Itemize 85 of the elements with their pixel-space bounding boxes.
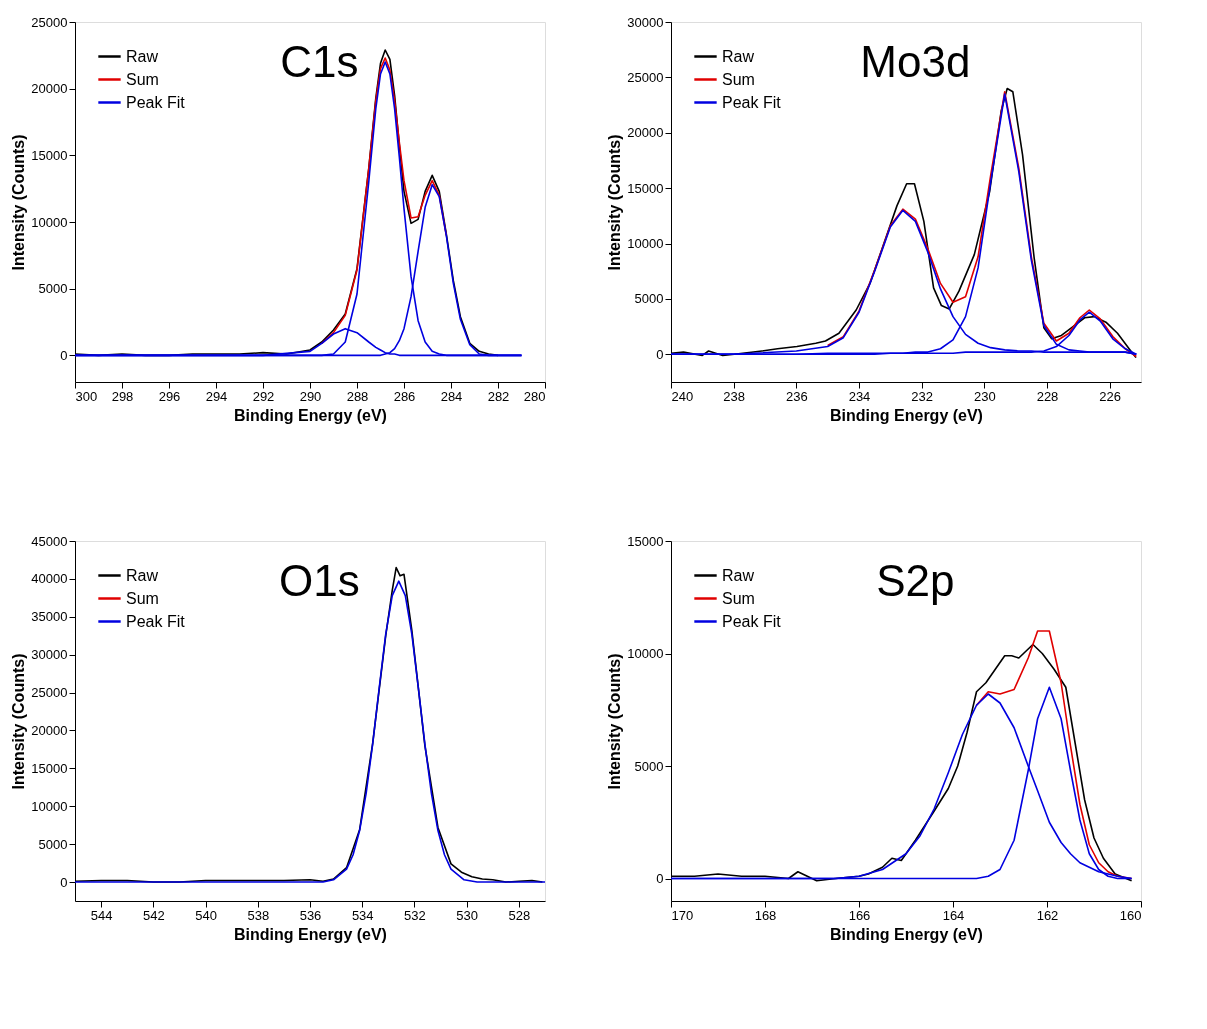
y-tick-label: 5000: [634, 758, 664, 774]
x-tick-label: 168: [754, 907, 777, 923]
x-tick-label: 530: [456, 907, 479, 923]
y-tick-label: 25000: [31, 14, 68, 30]
x-tick-label: 528: [508, 907, 531, 923]
chart-title: Mo3d: [860, 37, 971, 86]
legend-label: Sum: [722, 589, 755, 607]
y-tick-label: 5000: [634, 291, 664, 307]
x-tick-label: 532: [404, 907, 426, 923]
x-tick-label: 540: [195, 907, 217, 923]
x-axis-title: Binding Energy (eV): [234, 925, 387, 943]
x-tick-label: 292: [252, 388, 275, 404]
x-tick-label: 538: [247, 907, 270, 923]
y-axis-title: Intensity (Counts): [606, 653, 624, 790]
x-tick-label: 162: [1036, 907, 1059, 923]
x-tick-label: 284: [440, 388, 463, 404]
x-tick-label: 226: [1099, 388, 1122, 404]
y-tick-label: 25000: [31, 685, 68, 701]
x-tick-label: 228: [1036, 388, 1059, 404]
x-tick-label: 166: [848, 907, 871, 923]
y-tick-label: 15000: [31, 147, 68, 163]
y-tick-label: 15000: [627, 180, 664, 196]
x-tick-label: 232: [911, 388, 934, 404]
x-tick-label: 170: [671, 907, 694, 923]
legend-label: Sum: [722, 70, 755, 88]
x-axis-title: Binding Energy (eV): [830, 406, 983, 424]
x-tick-label: 240: [671, 388, 694, 404]
x-tick-label: 296: [158, 388, 181, 404]
y-tick-label: 20000: [31, 722, 68, 738]
legend-label: Peak Fit: [722, 612, 782, 630]
x-tick-label: 160: [1119, 907, 1142, 923]
y-tick-label: 25000: [627, 69, 664, 85]
y-tick-label: 10000: [627, 236, 664, 252]
y-axis-title: Intensity (Counts): [10, 653, 28, 790]
legend-label: Raw: [126, 566, 159, 584]
y-tick-label: 40000: [31, 571, 68, 587]
y-tick-label: 0: [60, 347, 68, 363]
legend-label: Sum: [126, 70, 159, 88]
x-tick-label: 294: [205, 388, 228, 404]
x-tick-label: 536: [299, 907, 322, 923]
x-tick-label: 300: [75, 388, 98, 404]
x-tick-label: 280: [523, 388, 546, 404]
legend-label: Peak Fit: [126, 93, 186, 111]
x-axis-title: Binding Energy (eV): [830, 925, 983, 943]
x-tick-label: 164: [942, 907, 965, 923]
x-tick-label: 234: [848, 388, 871, 404]
y-tick-label: 30000: [31, 647, 68, 663]
y-tick-label: 20000: [627, 125, 664, 141]
x-tick-label: 288: [346, 388, 369, 404]
y-tick-label: 0: [656, 346, 664, 362]
x-tick-label: 286: [393, 388, 416, 404]
y-tick-label: 10000: [627, 646, 664, 661]
chart-title: C1s: [280, 37, 359, 86]
y-tick-label: 35000: [31, 609, 68, 625]
x-tick-label: 542: [142, 907, 165, 923]
y-tick-label: 0: [656, 871, 664, 886]
legend-label: Raw: [722, 47, 755, 65]
x-tick-label: 534: [351, 907, 374, 923]
y-tick-label: 30000: [627, 14, 664, 30]
x-tick-label: 236: [785, 388, 808, 404]
legend-label: Raw: [722, 566, 755, 584]
y-tick-label: 5000: [38, 281, 68, 297]
legend-label: Sum: [126, 589, 159, 607]
legend-label: Raw: [126, 47, 159, 65]
x-tick-label: 544: [90, 907, 113, 923]
legend-label: Peak Fit: [722, 93, 782, 111]
x-axis-title: Binding Energy (eV): [234, 406, 387, 424]
x-tick-label: 230: [973, 388, 996, 404]
chart-title: S2p: [876, 556, 955, 605]
y-tick-label: 5000: [38, 836, 68, 852]
x-tick-label: 282: [487, 388, 510, 404]
y-tick-label: 20000: [31, 81, 68, 97]
x-tick-label: 298: [111, 388, 134, 404]
y-axis-title: Intensity (Counts): [606, 134, 624, 271]
y-axis-title: Intensity (Counts): [10, 134, 28, 271]
x-tick-label: 238: [723, 388, 746, 404]
x-tick-label: 290: [299, 388, 322, 404]
chart-title: O1s: [279, 556, 360, 605]
y-tick-label: 15000: [627, 533, 664, 549]
legend-label: Peak Fit: [126, 612, 186, 630]
y-tick-label: 15000: [31, 760, 68, 776]
y-tick-label: 10000: [31, 214, 68, 230]
y-tick-label: 45000: [31, 533, 68, 549]
y-tick-label: 0: [60, 874, 68, 890]
y-tick-label: 10000: [31, 798, 68, 814]
